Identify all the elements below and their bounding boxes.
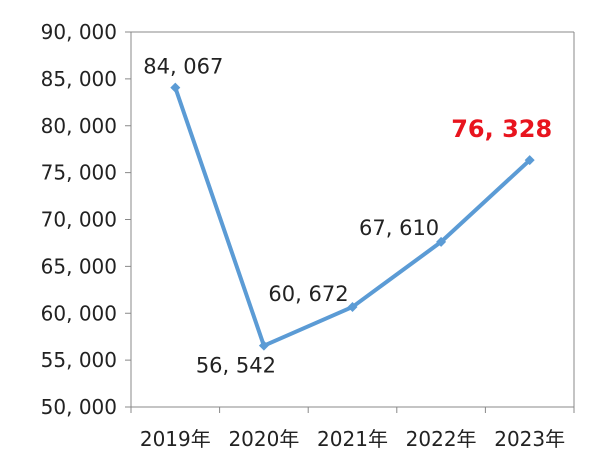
y-tick-label: 85, 000 xyxy=(41,67,117,91)
data-point xyxy=(436,236,447,247)
x-tick-label: 2023年 xyxy=(494,427,565,451)
data-point xyxy=(258,340,269,351)
data-label: 67, 610 xyxy=(359,216,439,240)
data-label-highlighted: 76, 328 xyxy=(451,115,552,143)
series xyxy=(170,82,535,351)
y-tick-label: 75, 000 xyxy=(41,161,117,185)
data-point xyxy=(347,301,358,312)
x-tick-label: 2021年 xyxy=(317,427,388,451)
y-tick-label: 70, 000 xyxy=(41,208,117,232)
y-axis-ticks: 90, 000 85, 000 80, 000 75, 000 70, 000 65, 0… xyxy=(41,20,131,419)
data-point xyxy=(170,82,181,93)
y-tick-label: 90, 000 xyxy=(41,20,117,44)
x-tick-label: 2019年 xyxy=(140,427,211,451)
data-label: 56, 542 xyxy=(196,354,276,378)
y-tick-label: 60, 000 xyxy=(41,301,117,325)
data-labels: 84, 067 56, 542 60, 672 67, 610 76, 328 xyxy=(143,55,552,378)
x-tick-label: 2020年 xyxy=(228,427,299,451)
data-label: 60, 672 xyxy=(268,282,348,306)
data-point xyxy=(524,155,535,166)
x-axis-ticks: 2019年 2020年 2021年 2022年 2023年 xyxy=(130,407,575,451)
y-tick-label: 55, 000 xyxy=(41,348,117,372)
y-tick-label: 80, 000 xyxy=(41,114,117,138)
data-label: 84, 067 xyxy=(143,55,223,79)
y-tick-label: 65, 000 xyxy=(41,254,117,278)
x-tick-label: 2022年 xyxy=(406,427,477,451)
y-tick-label: 50, 000 xyxy=(41,395,117,419)
axes xyxy=(130,31,575,408)
